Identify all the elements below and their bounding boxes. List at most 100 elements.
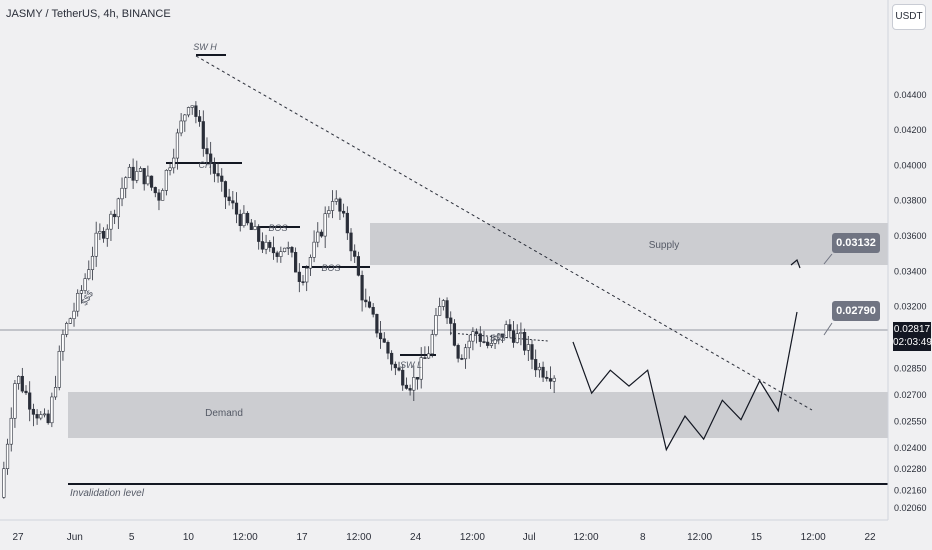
candle-body (519, 332, 523, 335)
candle-body (471, 331, 475, 342)
candle-body (216, 173, 220, 177)
annotation-sw-h: SW H (193, 42, 217, 52)
time-tick-label: 15 (751, 532, 763, 543)
candle-body (286, 247, 290, 249)
price-callout-target: 0.03132 (832, 233, 880, 253)
candle-body (445, 300, 449, 319)
candle-body (127, 166, 132, 179)
candle-body (463, 347, 468, 360)
currency-badge[interactable]: USDT (892, 4, 926, 30)
candle-body (441, 300, 445, 307)
candle-body (404, 384, 409, 389)
candle-body (28, 392, 32, 410)
candle-body (98, 231, 102, 234)
candle-body (2, 468, 6, 498)
time-tick-label: 12:00 (346, 532, 371, 543)
time-tick-label: 10 (183, 532, 195, 543)
candle-body (20, 375, 24, 392)
time-tick-label: 8 (640, 532, 646, 543)
candle-body (371, 306, 375, 315)
candles-group (2, 101, 556, 499)
candle-body (438, 306, 442, 316)
candle-body (345, 212, 349, 234)
candle-body (164, 169, 168, 191)
annotation-liquidity-right: $$$ (489, 333, 506, 343)
candle-body (511, 330, 516, 343)
candle-body (116, 198, 120, 218)
candle-body (275, 252, 279, 257)
candle-body (408, 388, 412, 391)
candle-body (475, 331, 479, 335)
candle-body (545, 376, 549, 379)
time-tick-label: 12:00 (801, 532, 826, 543)
candle-body (426, 353, 431, 359)
candle-body (138, 168, 143, 172)
candle-body (234, 202, 239, 215)
candle-body (135, 171, 139, 181)
candle-body (205, 148, 209, 155)
candle-body (478, 333, 482, 342)
candle-body (68, 318, 72, 324)
candle-body (42, 413, 47, 416)
candle-body (149, 175, 154, 188)
time-tick-label: Jun (67, 532, 83, 543)
supply-zone-label: Supply (649, 240, 680, 251)
candle-body (61, 334, 65, 352)
candle-body (260, 241, 264, 250)
candle-body (334, 198, 338, 202)
price-tick-label: 0.02060 (894, 503, 927, 513)
candle-body (390, 352, 394, 365)
candle-body (486, 341, 490, 346)
candle-body (253, 226, 257, 230)
candle-body (323, 213, 327, 237)
candle-body (65, 323, 69, 335)
candle-body (552, 377, 556, 382)
candle-body (523, 332, 527, 351)
price-tick-label: 0.03400 (894, 266, 927, 276)
time-tick-label: 12:00 (687, 532, 712, 543)
candle-body (105, 228, 109, 239)
candle-body (101, 231, 106, 239)
candle-body (412, 377, 416, 391)
chart-title: JASMY / TetherUS, 4h, BINANCE (6, 8, 171, 20)
price-tick-label: 0.03200 (894, 302, 927, 312)
candle-body (153, 187, 157, 194)
candle-body (142, 168, 146, 185)
candle-body (382, 338, 386, 343)
candle-body (482, 341, 486, 343)
time-tick-label: 22 (864, 532, 876, 543)
candle-body (364, 299, 368, 303)
candle-body (190, 105, 194, 108)
candle-body (157, 192, 161, 201)
candle-body (186, 107, 191, 116)
candle-body (353, 250, 357, 257)
candle-body (349, 232, 353, 252)
time-axis[interactable]: 27 Jun 5 10 12:00 17 12:00 24 12:00 Jul 12:00 8 12:0… (12, 532, 876, 543)
projection-path (572, 311, 798, 452)
candle-body (212, 163, 216, 174)
candle-body (13, 383, 17, 419)
price-tick-label: 0.04000 (894, 160, 927, 170)
candle-body (146, 175, 150, 185)
candle-body (378, 332, 383, 340)
current-price-box: 0.02817 02:03:49 (893, 322, 932, 351)
candle-body (24, 390, 28, 394)
candle-body (238, 213, 242, 227)
candle-body (271, 247, 276, 254)
candle-body (76, 293, 80, 312)
candle-body (301, 281, 305, 283)
callout-connector-1 (823, 253, 833, 265)
candle-body (249, 222, 253, 230)
candle-body (5, 443, 10, 469)
candle-body (9, 417, 13, 445)
price-tick-label: 0.02160 (894, 485, 927, 495)
candle-body (94, 232, 98, 257)
candle-body (497, 333, 501, 340)
candle-body (168, 167, 172, 171)
candle-body (109, 213, 113, 230)
candle-body (319, 231, 324, 237)
descending-trendline (195, 55, 813, 411)
candle-body (467, 340, 471, 349)
